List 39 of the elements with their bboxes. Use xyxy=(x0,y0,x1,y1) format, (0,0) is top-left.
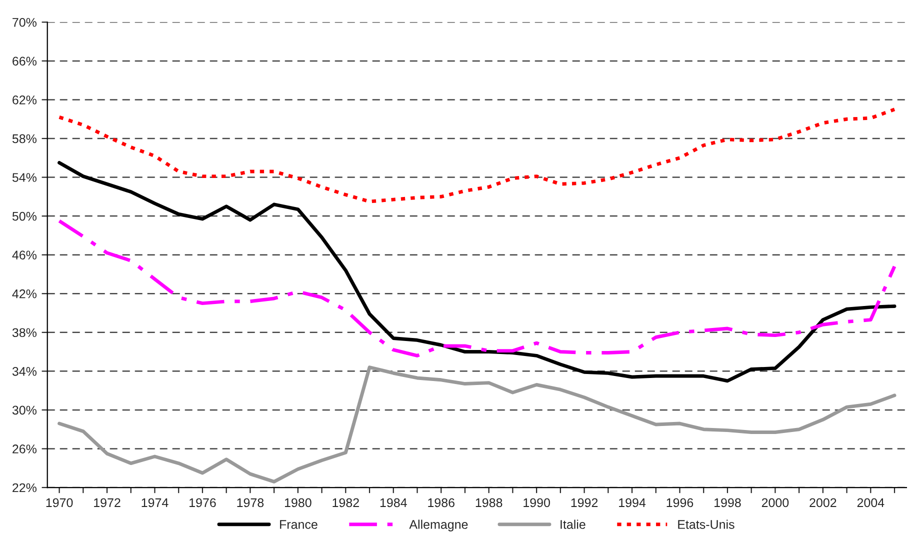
legend-label: France xyxy=(280,520,318,529)
legend-label: Allemagne xyxy=(409,520,468,532)
line-series xyxy=(58,161,896,383)
x-tick-label: 1974 xyxy=(142,498,168,508)
y-tick-label: 66% xyxy=(12,56,37,66)
x-tick-label: 2000 xyxy=(762,498,789,508)
x-tick-label: 1990 xyxy=(524,498,550,508)
y-tick-label: 22% xyxy=(12,483,37,492)
y-tick-label: 62% xyxy=(12,96,37,104)
x-tick-label: 1980 xyxy=(284,498,312,508)
line-series xyxy=(58,108,896,204)
x-tick-label: 1978 xyxy=(237,498,264,508)
x-tick-label: 2004 xyxy=(857,498,884,508)
y-tick-label: 50% xyxy=(12,212,37,221)
line-series xyxy=(58,366,896,484)
x-tick-label: 1972 xyxy=(94,498,120,508)
y-tick-label: 46% xyxy=(12,250,37,260)
x-tick-label: 1984 xyxy=(380,498,407,508)
legend-label: Etats-Unis xyxy=(678,520,734,529)
y-tick-label: 58% xyxy=(12,134,37,144)
y-tick-label: 26% xyxy=(12,444,37,454)
y-tick-label: 34% xyxy=(12,366,37,376)
x-tick-label: 1976 xyxy=(190,498,216,508)
y-tick-label: 38% xyxy=(12,328,37,338)
x-tick-label: 1988 xyxy=(476,498,502,508)
x-tick-label: 1982 xyxy=(332,498,359,508)
x-tick-label: 2002 xyxy=(810,498,836,508)
x-tick-label: 1994 xyxy=(619,498,646,508)
y-tick-label: 30% xyxy=(12,406,37,415)
x-tick-label: 1992 xyxy=(571,498,598,508)
x-tick-label: 1998 xyxy=(714,498,741,508)
y-tick-label: 42% xyxy=(12,289,37,298)
y-tick-label: 54% xyxy=(12,173,37,182)
line-series xyxy=(58,219,896,358)
x-tick-label: 1996 xyxy=(666,498,694,508)
legend-label: Italie xyxy=(560,520,586,529)
y-tick-label: 70% xyxy=(12,18,37,27)
x-tick-label: 1970 xyxy=(46,498,73,508)
x-tick-label: 1986 xyxy=(428,498,454,508)
